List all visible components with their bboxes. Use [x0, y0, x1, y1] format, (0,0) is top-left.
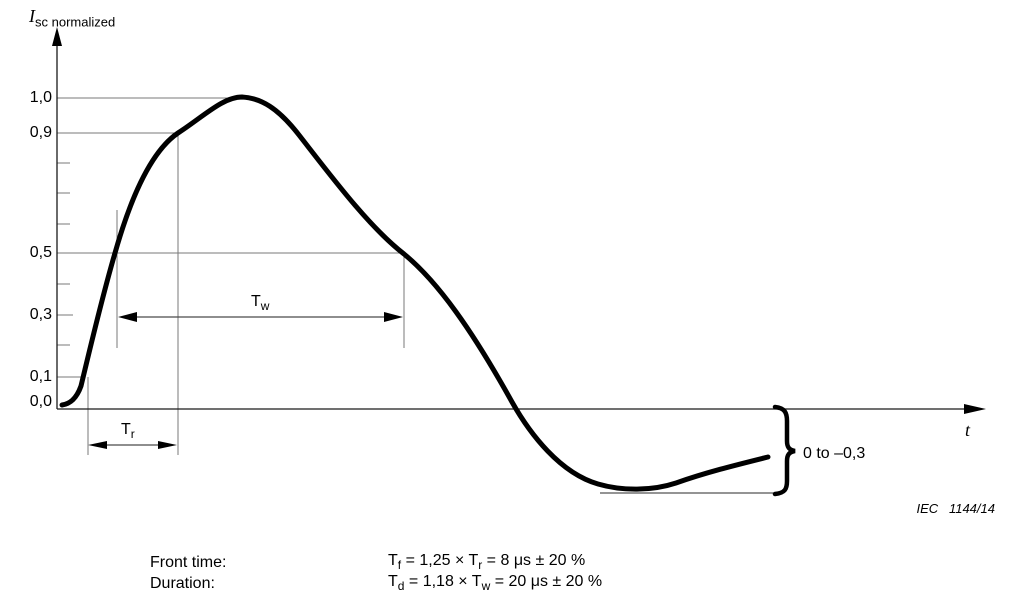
- front-time-sub2: r: [478, 558, 483, 573]
- duration-sym1: T: [388, 573, 398, 590]
- y-tick-0-3: 0,3: [29, 306, 52, 323]
- undershoot-label: 0 to –0,3: [803, 445, 866, 462]
- undershoot-brace: [772, 404, 796, 497]
- tr-label: Tr: [121, 420, 135, 444]
- tw-arrow-left-icon: [118, 312, 137, 322]
- tw-label: Tw: [251, 292, 269, 316]
- y-tick-0-5: 0,5: [29, 244, 52, 261]
- duration-label: Duration:: [150, 575, 215, 592]
- duration-sym2: T: [471, 573, 482, 590]
- y-axis-symbol: I: [29, 6, 35, 26]
- tr-arrow: [88, 441, 177, 449]
- axes: [52, 27, 986, 414]
- y-axis-arrow-icon: [52, 27, 62, 46]
- duration-tail: = 20 μs ± 20 %: [490, 573, 603, 590]
- tr-symbol: T: [121, 421, 131, 438]
- waveform-curve: [59, 94, 771, 492]
- y-tick-0-1: 0,1: [29, 368, 52, 385]
- marker-lines: [87, 133, 405, 455]
- front-time-label: Front time:: [150, 554, 227, 571]
- front-time-tail: = 8 μs ± 20 %: [482, 552, 586, 569]
- front-time-formula: Tf = 1,25 × Tr = 8 μs ± 20 %: [388, 551, 585, 575]
- tr-arrow-left-icon: [88, 441, 107, 449]
- gridlines: [57, 97, 404, 378]
- figure-reference: IEC 1144/14: [916, 501, 995, 516]
- duration-formula: Td = 1,18 × Tw = 20 μs ± 20 %: [388, 572, 602, 596]
- tw-subscript: w: [260, 299, 270, 314]
- y-axis-title: Isc normalized: [29, 6, 115, 33]
- y-tick-0-9: 0,9: [29, 124, 52, 141]
- tw-arrow-right-icon: [384, 312, 403, 322]
- front-time-sym2: T: [468, 552, 479, 569]
- tw-arrow: [118, 312, 403, 322]
- x-axis-title: t: [965, 420, 971, 440]
- tr-subscript: r: [130, 427, 135, 442]
- duration-sub1: d: [397, 579, 405, 594]
- tr-arrow-right-icon: [158, 441, 177, 449]
- front-time-sub1: f: [397, 558, 402, 573]
- front-time-sym1: T: [388, 552, 398, 569]
- duration-sub2: w: [481, 579, 491, 594]
- y-tick-0-0: 0,0: [29, 393, 52, 410]
- y-tick-1-0: 1,0: [29, 89, 52, 106]
- front-time-mid: = 1,25 ×: [401, 552, 469, 569]
- x-axis-arrow-icon: [964, 404, 986, 414]
- tw-symbol: T: [251, 293, 261, 310]
- y-axis-subscript: sc normalized: [35, 14, 116, 30]
- duration-mid: = 1,18 ×: [404, 573, 472, 590]
